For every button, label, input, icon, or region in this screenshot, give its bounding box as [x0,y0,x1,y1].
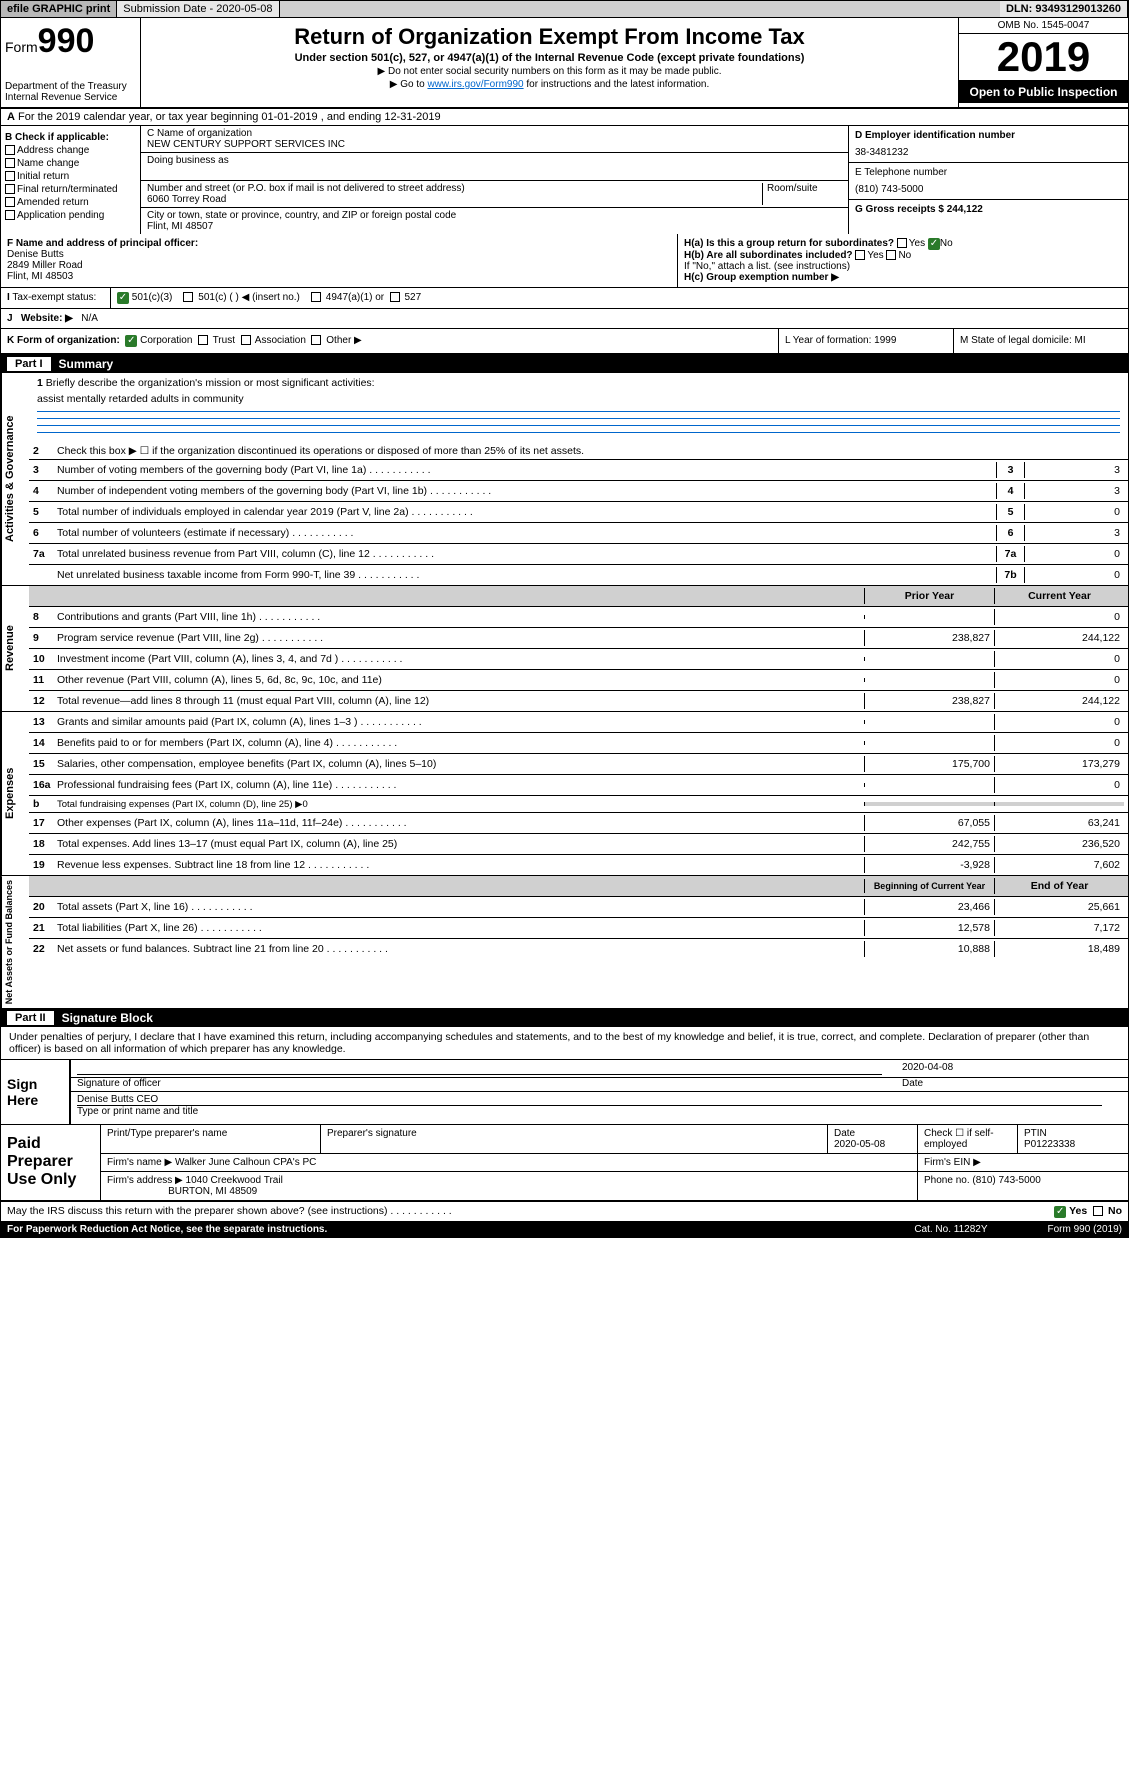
header-left: Form990 Department of the Treasury Inter… [1,18,141,107]
info-block: B Check if applicable: Address change Na… [1,126,1128,234]
check-icon: ✓ [1054,1206,1066,1218]
officer-addr2: Flint, MI 48503 [7,271,73,282]
addr-label: Number and street (or P.O. box if mail i… [147,183,762,194]
header-center: Return of Organization Exempt From Incom… [141,18,958,107]
hb-note: If "No," attach a list. (see instruction… [684,261,1122,272]
paid-preparer: Paid Preparer Use Only Print/Type prepar… [1,1125,1128,1202]
opt-final: Final return/terminated [5,184,136,195]
opt-name: Name change [5,158,136,169]
check-icon: ✓ [928,238,940,250]
addr: 6060 Torrey Road [147,194,762,205]
name-label: C Name of organization [147,128,842,139]
vtab-net: Net Assets or Fund Balances [1,876,29,1008]
org-name: NEW CENTURY SUPPORT SERVICES INC [147,139,842,150]
tax-year: 2019 [959,34,1128,81]
officer-addr1: 2849 Miller Road [7,260,83,271]
governance: Activities & Governance 1 Briefly descri… [1,373,1128,585]
city-label: City or town, state or province, country… [147,210,842,221]
sign-here: Sign Here 2020-04-08 Signature of office… [1,1060,1128,1125]
vtab-revenue: Revenue [1,586,29,711]
check-icon: ✓ [125,335,137,347]
vtab-expenses: Expenses [1,712,29,875]
section-klm: K Form of organization: ✓ Corporation Tr… [1,329,1128,355]
ein: 38-3481232 [855,147,1122,158]
instructions-link[interactable]: www.irs.gov/Form990 [427,79,523,90]
form-title: Return of Organization Exempt From Incom… [145,24,954,50]
phone-label: E Telephone number [855,167,1122,178]
state-domicile: M State of legal domicile: MI [953,329,1128,353]
expenses: Expenses 13Grants and similar amounts pa… [1,711,1128,875]
note1: ▶ Do not enter social security numbers o… [145,66,954,77]
hb-label: H(b) Are all subordinates included? [684,250,853,261]
mission: assist mentally retarded adults in commu… [37,393,1120,405]
sig-declaration: Under penalties of perjury, I declare th… [1,1027,1128,1060]
omb: OMB No. 1545-0047 [959,18,1128,34]
info-right: D Employer identification number 38-3481… [848,126,1128,234]
form-container: efile GRAPHIC print Submission Date - 20… [0,0,1129,1238]
submission-date: Submission Date - 2020-05-08 [117,1,279,17]
city: Flint, MI 48507 [147,221,842,232]
hc-label: H(c) Group exemption number ▶ [684,272,839,283]
discuss-row: May the IRS discuss this return with the… [1,1202,1128,1222]
section-j: J Website: ▶ N/A [1,309,1128,329]
open-public: Open to Public Inspection [959,81,1128,103]
subtitle: Under section 501(c), 527, or 4947(a)(1)… [145,52,954,64]
section-i: I Tax-exempt status: ✓ 501(c)(3) 501(c) … [1,288,1128,309]
ein-label: D Employer identification number [855,130,1015,141]
officer-name-title: Denise Butts CEO [77,1094,1102,1106]
part1-bar: Part I Summary [1,355,1128,373]
note2: ▶ Go to www.irs.gov/Form990 for instruct… [145,79,954,90]
year-formation: L Year of formation: 1999 [778,329,953,353]
row-a: A For the 2019 calendar year, or tax yea… [1,109,1128,126]
dln: DLN: 93493129013260 [1000,1,1128,17]
revenue: Revenue Prior YearCurrent Year 8Contribu… [1,585,1128,711]
date-label: Date [902,1078,1102,1089]
efile-label[interactable]: efile GRAPHIC print [1,1,117,17]
header: Form990 Department of the Treasury Inter… [1,18,1128,109]
room-label: Room/suite [762,183,842,205]
opt-initial: Initial return [5,171,136,182]
section-c: C Name of organization NEW CENTURY SUPPO… [141,126,848,234]
part2-bar: Part II Signature Block [1,1009,1128,1027]
sig-officer-label: Signature of officer [77,1078,882,1089]
gross-receipts: G Gross receipts $ 244,122 [855,204,983,215]
ha-label: H(a) Is this a group return for subordin… [684,238,894,249]
vtab-governance: Activities & Governance [1,373,29,585]
opt-address: Address change [5,145,136,156]
header-right: OMB No. 1545-0047 2019 Open to Public In… [958,18,1128,107]
net-assets: Net Assets or Fund Balances Beginning of… [1,875,1128,1009]
dba-label: Doing business as [147,155,842,166]
officer-name: Denise Butts [7,249,64,260]
topbar: efile GRAPHIC print Submission Date - 20… [1,1,1128,18]
form-number: Form990 [5,22,136,61]
footer: For Paperwork Reduction Act Notice, see … [1,1222,1128,1237]
dept-label: Department of the Treasury Internal Reve… [5,81,136,103]
opt-amended: Amended return [5,197,136,208]
section-b: B Check if applicable: Address change Na… [1,126,141,234]
section-fh: F Name and address of principal officer:… [1,234,1128,288]
check-icon: ✓ [117,292,129,304]
opt-pending: Application pending [5,210,136,221]
officer-label: F Name and address of principal officer: [7,238,198,249]
phone: (810) 743-5000 [855,184,1122,195]
